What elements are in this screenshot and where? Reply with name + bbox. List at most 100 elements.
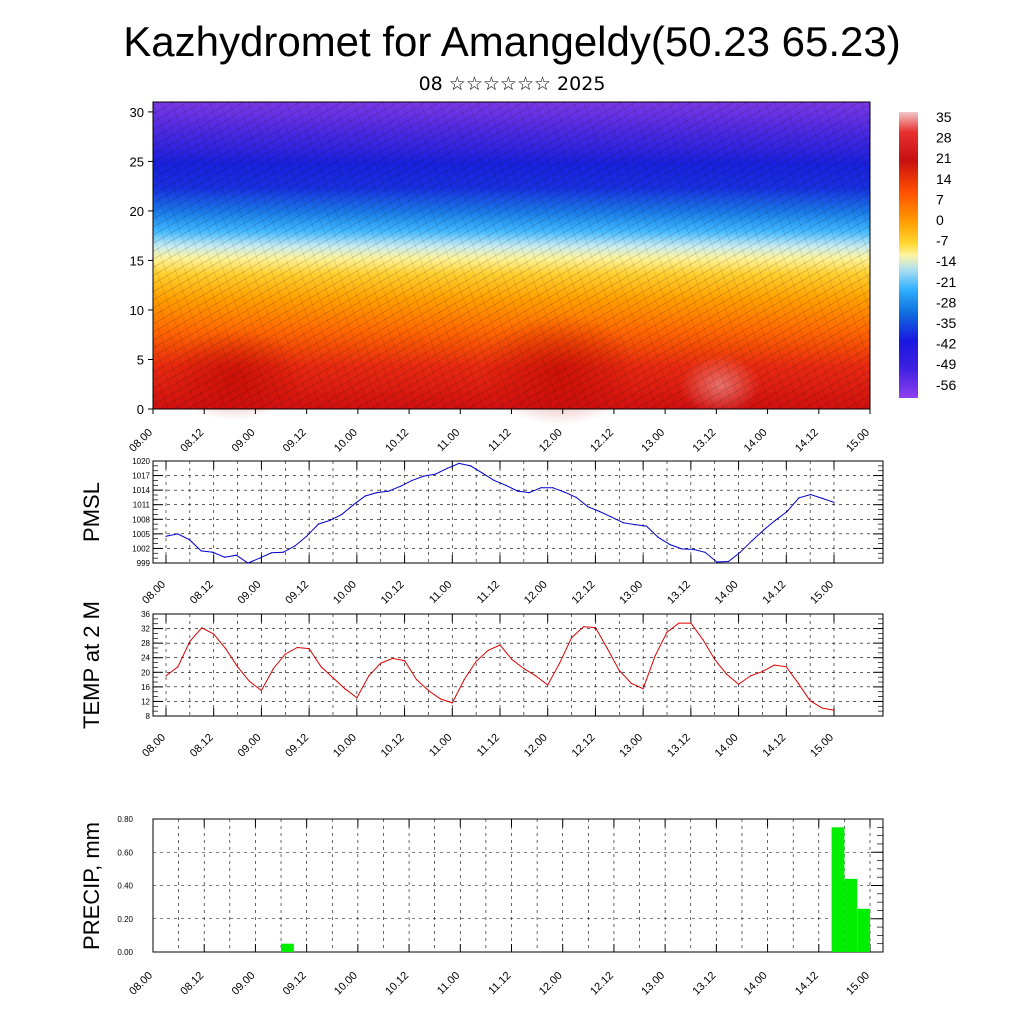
temp-point: [833, 709, 835, 711]
y-tick-label: 30: [130, 105, 144, 120]
colorbar-label: -56: [936, 377, 956, 393]
temp-point: [439, 698, 441, 700]
temp-point: [749, 675, 752, 677]
colorbar-label: 21: [936, 150, 952, 166]
pmsl-point: [341, 513, 343, 516]
pmsl-point: [247, 562, 249, 564]
colorbar-label: 35: [936, 109, 952, 125]
x-tick-label: 11.12: [475, 579, 502, 606]
x-tick-label: 09.00: [230, 970, 258, 998]
temp-point: [260, 689, 262, 692]
temp-point: [177, 666, 179, 668]
pmsl-point: [645, 525, 648, 527]
pmsl-ylabel: PMSL: [79, 482, 104, 542]
y-tick-label: 20: [130, 204, 144, 219]
temp-point: [368, 675, 370, 677]
y-tick-label: 15: [130, 253, 144, 268]
pmsl-series-line: [165, 462, 835, 564]
pmsl-point: [540, 487, 542, 489]
x-tick-label: 11.00: [435, 427, 462, 454]
pmsl-point: [306, 535, 308, 537]
colorbar-label: -21: [936, 274, 956, 290]
page-title: Kazhydromet for Amangeldy(50.23 65.23): [123, 18, 901, 65]
y-tick-label: 36: [141, 610, 150, 619]
x-tick-label: 08.12: [178, 970, 206, 998]
pmsl-point: [821, 497, 823, 499]
pmsl-point: [774, 519, 777, 521]
x-tick-label: 10.00: [332, 427, 360, 455]
x-tick-label: 13.00: [639, 970, 667, 998]
temp-point: [380, 662, 382, 664]
y-tick-label: 1008: [132, 515, 150, 524]
precip-bar: [844, 878, 858, 952]
x-tick-label: 08.00: [140, 579, 168, 607]
x-tick-label: 15.00: [844, 970, 872, 998]
pmsl-point: [458, 462, 460, 464]
x-tick-label: 13.00: [617, 732, 645, 760]
x-tick-label: 09.00: [236, 579, 264, 607]
temp-point: [463, 679, 465, 681]
y-tick-label: 16: [141, 683, 150, 692]
x-tick-label: 08.00: [127, 970, 155, 998]
temp-point: [225, 648, 227, 650]
y-tick-label: 20: [141, 668, 150, 677]
pmsl-point: [657, 536, 659, 538]
temp-point: [237, 666, 239, 668]
x-tick-label: 08.00: [140, 732, 168, 760]
y-tick-label: 0.40: [117, 882, 133, 891]
x-tick-label: 09.00: [230, 427, 258, 455]
x-tick-label: 14.00: [713, 732, 741, 760]
x-tick-label: 15.00: [808, 732, 836, 760]
x-tick-label: 13.12: [691, 427, 719, 455]
y-tick-label: 10: [130, 303, 144, 318]
pmsl-point: [517, 490, 519, 492]
colorbar-label: 14: [936, 171, 952, 187]
colorbar: [899, 112, 918, 398]
pmsl-point: [563, 491, 566, 493]
y-tick-label: 0.60: [117, 848, 133, 857]
pmsl-point: [833, 501, 835, 503]
temp-point: [594, 626, 597, 629]
pmsl-point: [212, 551, 214, 553]
x-tick-label: 11.12: [486, 970, 513, 997]
pmsl-point: [329, 519, 331, 521]
temp-point: [427, 689, 429, 692]
x-tick-label: 10.12: [383, 427, 411, 455]
pmsl-point: [224, 556, 226, 558]
y-tick-label: 1017: [132, 472, 150, 481]
colorbar-label: 0: [936, 212, 944, 228]
x-tick-label: 14.00: [742, 970, 770, 998]
temp-point: [213, 633, 215, 635]
temp-point: [642, 688, 644, 690]
temp-frame: [152, 613, 884, 717]
temp-point: [404, 660, 406, 662]
temp-point: [523, 668, 525, 670]
x-tick-label: 12.00: [522, 579, 550, 607]
temp-point: [773, 664, 776, 666]
precip-bar: [857, 908, 870, 952]
x-tick-label: 10.00: [332, 970, 360, 998]
x-tick-label: 14.12: [793, 427, 821, 455]
temp-point: [714, 658, 716, 661]
temp-point: [308, 648, 310, 650]
x-tick-label: 12.00: [522, 732, 550, 760]
temp-point: [284, 653, 286, 655]
precip-bar: [831, 827, 845, 952]
y-tick-label: 5: [137, 352, 144, 367]
temp-point: [726, 673, 728, 675]
y-tick-label: 1002: [132, 544, 150, 553]
y-tick-label: 0.00: [117, 948, 133, 957]
pmsl-point: [200, 550, 202, 552]
temp-point: [618, 669, 620, 672]
x-tick-label: 13.00: [639, 427, 667, 455]
colorbar-label: -35: [936, 315, 956, 331]
x-tick-label: 12.12: [570, 579, 598, 607]
y-tick-label: 25: [130, 154, 144, 169]
pmsl-point: [634, 524, 636, 526]
x-tick-label: 08.12: [188, 732, 216, 760]
x-tick-label: 13.12: [665, 732, 693, 760]
temp-point: [392, 657, 394, 660]
precip-ylabel: PRECIP, mm: [79, 822, 104, 950]
x-tick-label: 09.12: [283, 732, 311, 760]
pmsl-point: [188, 539, 190, 541]
